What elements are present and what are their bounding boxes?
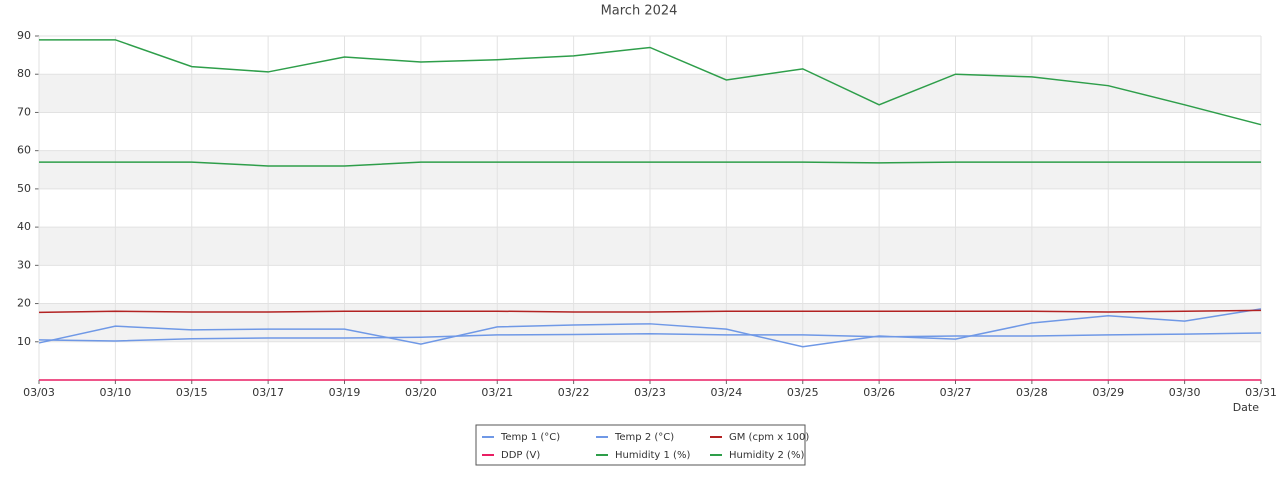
legend-label: DDP (V) — [501, 450, 540, 461]
x-axis-label: Date — [1233, 401, 1260, 414]
legend-box — [475, 424, 806, 466]
x-tick-label: 03/25 — [787, 386, 819, 399]
x-tick-label: 03/15 — [176, 386, 208, 399]
x-tick-label: 03/27 — [940, 386, 972, 399]
series-line — [39, 39, 1262, 126]
y-tick-label: 20 — [17, 297, 31, 310]
chart-title: March 2024 — [601, 4, 678, 19]
y-tick-label: 60 — [17, 144, 31, 157]
x-tick-label: 03/30 — [1169, 386, 1201, 399]
series-line — [38, 332, 1262, 342]
legend-label: Humidity 1 (%) — [615, 450, 690, 461]
x-tick-label: 03/03 — [23, 386, 55, 399]
series-line — [39, 161, 1261, 167]
legend-label: GM (cpm x 100) — [729, 432, 809, 443]
y-tick-label: 80 — [17, 67, 31, 80]
x-tick-label: 03/20 — [405, 386, 437, 399]
x-tick-label: 03/24 — [711, 386, 743, 399]
x-tick-label: 03/22 — [558, 386, 590, 399]
legend-label: Humidity 2 (%) — [729, 450, 804, 461]
y-tick-label: 40 — [17, 220, 31, 233]
x-tick-label: 03/21 — [481, 386, 513, 399]
legend-label: Temp 1 (°C) — [500, 432, 560, 443]
series-line — [38, 308, 1262, 348]
y-tick-label: 50 — [17, 182, 31, 195]
x-tick-label: 03/29 — [1092, 386, 1124, 399]
series-line — [38, 309, 1262, 314]
y-tick-label: 30 — [17, 258, 31, 271]
y-tick-label: 90 — [17, 29, 31, 42]
x-tick-label: 03/17 — [252, 386, 284, 399]
y-tick-label: 70 — [17, 105, 31, 118]
y-tick-label: 10 — [17, 335, 31, 348]
legend-label: Temp 2 (°C) — [614, 432, 674, 443]
x-tick-label: 03/26 — [863, 386, 895, 399]
x-tick-label: 03/10 — [100, 386, 132, 399]
x-tick-label: 03/23 — [634, 386, 666, 399]
x-tick-label: 03/19 — [329, 386, 361, 399]
x-tick-label: 03/28 — [1016, 386, 1048, 399]
x-tick-label: 03/31 — [1245, 386, 1277, 399]
